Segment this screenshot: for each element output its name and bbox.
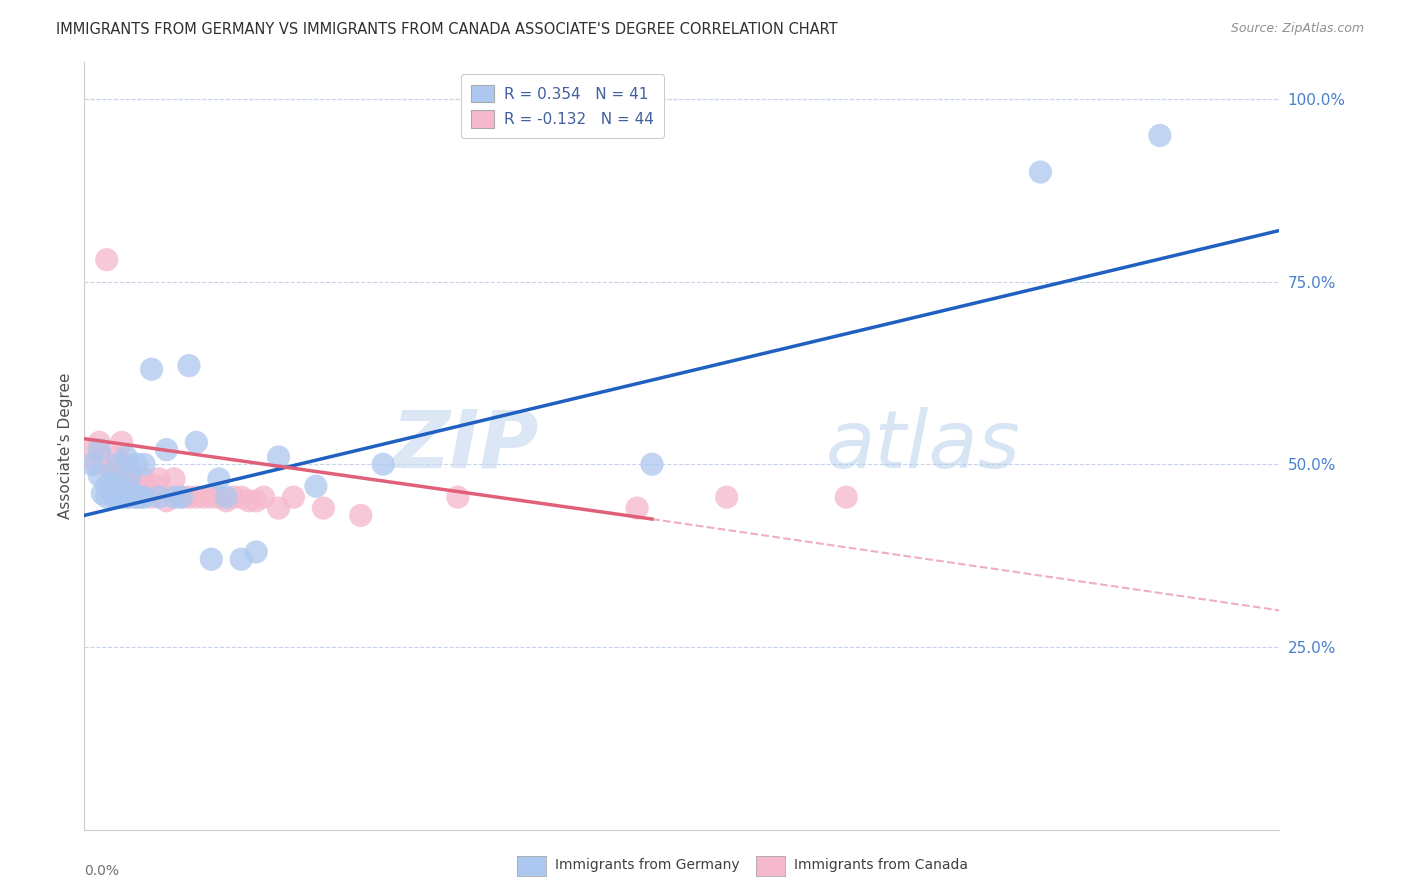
Text: ZIP: ZIP bbox=[391, 407, 538, 485]
Point bbox=[115, 490, 138, 504]
Y-axis label: Associate's Degree: Associate's Degree bbox=[58, 373, 73, 519]
Point bbox=[125, 490, 148, 504]
Point bbox=[125, 457, 148, 471]
Point bbox=[155, 493, 177, 508]
Point bbox=[132, 490, 156, 504]
Point bbox=[125, 490, 148, 504]
Point bbox=[91, 486, 114, 500]
Point bbox=[80, 442, 103, 457]
Point bbox=[186, 435, 208, 450]
Text: atlas: atlas bbox=[825, 407, 1021, 485]
Point bbox=[1149, 128, 1171, 143]
Point bbox=[115, 450, 138, 464]
Point bbox=[145, 479, 167, 493]
Point bbox=[312, 501, 335, 516]
Point bbox=[86, 457, 108, 471]
Point bbox=[283, 490, 305, 504]
Point bbox=[103, 465, 125, 479]
Point bbox=[200, 552, 222, 566]
Point bbox=[118, 490, 141, 504]
Point bbox=[129, 490, 152, 504]
Point bbox=[118, 465, 141, 479]
Point bbox=[141, 362, 163, 376]
Point bbox=[170, 490, 193, 504]
Point bbox=[103, 479, 125, 493]
Point bbox=[111, 457, 134, 471]
Point bbox=[132, 472, 156, 486]
Point bbox=[89, 435, 111, 450]
Point bbox=[215, 493, 238, 508]
Text: Immigrants from Germany: Immigrants from Germany bbox=[555, 858, 740, 872]
Point bbox=[245, 493, 267, 508]
Point bbox=[163, 490, 186, 504]
Point bbox=[186, 490, 208, 504]
Point bbox=[105, 490, 128, 504]
Point bbox=[105, 450, 128, 464]
Point bbox=[118, 479, 141, 493]
Point bbox=[626, 501, 648, 516]
Point bbox=[141, 490, 163, 504]
Point bbox=[103, 490, 125, 504]
Point bbox=[253, 490, 276, 504]
Point bbox=[80, 457, 103, 471]
Point bbox=[96, 479, 118, 493]
Point bbox=[155, 442, 177, 457]
Point bbox=[121, 486, 143, 500]
Point bbox=[111, 479, 134, 493]
Text: Source: ZipAtlas.com: Source: ZipAtlas.com bbox=[1230, 22, 1364, 36]
Point bbox=[267, 501, 290, 516]
Point bbox=[148, 472, 170, 486]
Point bbox=[89, 468, 111, 483]
Point bbox=[129, 479, 152, 493]
Legend: R = 0.354   N = 41, R = -0.132   N = 44: R = 0.354 N = 41, R = -0.132 N = 44 bbox=[461, 74, 664, 138]
Point bbox=[200, 490, 222, 504]
Point bbox=[373, 457, 395, 471]
Point bbox=[238, 493, 260, 508]
Point bbox=[267, 450, 290, 464]
Point bbox=[231, 490, 253, 504]
Point bbox=[208, 490, 231, 504]
Text: Immigrants from Canada: Immigrants from Canada bbox=[794, 858, 969, 872]
Point bbox=[111, 490, 134, 504]
Point bbox=[105, 457, 128, 471]
Point bbox=[208, 472, 231, 486]
Point bbox=[835, 490, 858, 504]
Point bbox=[177, 490, 200, 504]
Point bbox=[163, 490, 186, 504]
Point bbox=[163, 472, 186, 486]
Point bbox=[193, 490, 215, 504]
Point bbox=[148, 490, 170, 504]
Point bbox=[96, 490, 118, 504]
Point bbox=[118, 472, 141, 486]
Point bbox=[91, 450, 114, 464]
Point bbox=[231, 552, 253, 566]
Text: IMMIGRANTS FROM GERMANY VS IMMIGRANTS FROM CANADA ASSOCIATE'S DEGREE CORRELATION: IMMIGRANTS FROM GERMANY VS IMMIGRANTS FR… bbox=[56, 22, 838, 37]
Point bbox=[89, 442, 111, 457]
Point bbox=[716, 490, 738, 504]
Point bbox=[136, 479, 159, 493]
Point bbox=[96, 252, 118, 267]
Point bbox=[177, 359, 200, 373]
Point bbox=[121, 472, 143, 486]
Point bbox=[447, 490, 470, 504]
Point bbox=[170, 490, 193, 504]
Text: 0.0%: 0.0% bbox=[84, 864, 120, 878]
Point bbox=[132, 457, 156, 471]
Point bbox=[305, 479, 328, 493]
Point bbox=[350, 508, 373, 523]
Point bbox=[215, 490, 238, 504]
Point bbox=[245, 545, 267, 559]
Point bbox=[111, 435, 134, 450]
Point bbox=[115, 457, 138, 471]
Point bbox=[1029, 165, 1052, 179]
Point bbox=[100, 475, 122, 490]
Point bbox=[222, 490, 245, 504]
Point bbox=[100, 465, 122, 479]
Point bbox=[641, 457, 664, 471]
